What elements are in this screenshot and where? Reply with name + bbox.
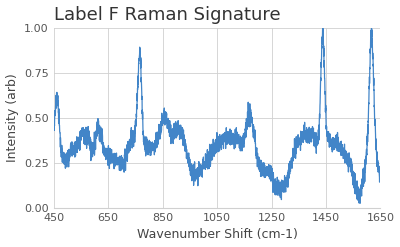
Y-axis label: Intensity (arb): Intensity (arb) [6,74,18,162]
Text: Label F Raman Signature: Label F Raman Signature [54,5,280,23]
X-axis label: Wavenumber Shift (cm-1): Wavenumber Shift (cm-1) [137,228,298,242]
